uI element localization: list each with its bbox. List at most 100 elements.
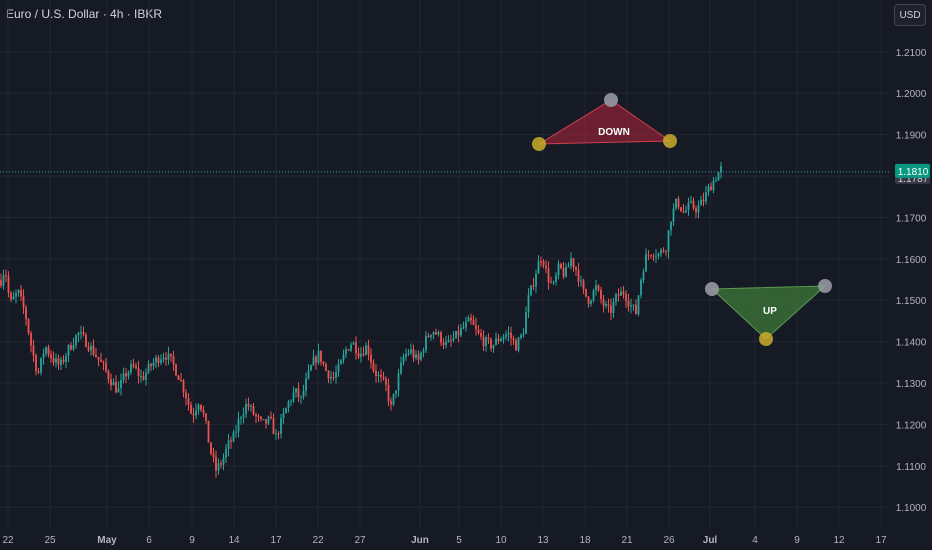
y-tick-label: 1.2000 (896, 89, 927, 100)
candle-body (605, 304, 607, 306)
candle-body (132, 364, 135, 366)
candle-body (495, 338, 497, 345)
candle-body (462, 327, 465, 329)
candle-body (137, 368, 140, 377)
candle-body (197, 404, 200, 411)
candle-body (37, 371, 40, 373)
candle-body (147, 363, 150, 373)
currency-button[interactable]: USD (894, 4, 926, 26)
candle-body (535, 273, 537, 287)
candle-body (345, 349, 347, 355)
candle-body (15, 293, 17, 297)
candle-body (382, 376, 385, 379)
candle-body (195, 410, 197, 416)
y-tick-label: 1.1500 (896, 296, 927, 307)
candle-body (205, 413, 207, 421)
candle-body (425, 335, 427, 351)
last-price-badge (895, 163, 930, 178)
candle-body (57, 358, 60, 365)
candle-body (537, 261, 540, 274)
x-tick-label: 6 (146, 535, 152, 546)
drawings[interactable]: DOWN UP (532, 93, 832, 346)
candle-body (517, 337, 520, 351)
candle-body (32, 345, 35, 356)
candle-body (565, 267, 567, 277)
candle-body (350, 344, 352, 351)
candle-body (107, 371, 110, 380)
up-triangle[interactable]: UP (705, 279, 832, 346)
candle-body (622, 291, 625, 295)
candle-body (695, 208, 697, 213)
candle-body (500, 338, 502, 342)
candle-body (130, 364, 132, 373)
candle-body (660, 250, 662, 254)
candle-body (67, 344, 70, 356)
candle-body (262, 419, 265, 421)
candle-body (122, 373, 125, 381)
anchor-point (532, 137, 546, 151)
y-tick-label: 1.2100 (896, 48, 927, 59)
candle-body (522, 333, 525, 336)
candle-body (240, 417, 242, 419)
candle-body (407, 352, 410, 355)
candle-body (125, 373, 127, 377)
candle-body (217, 463, 220, 471)
candle-body (357, 353, 360, 357)
candle-body (135, 365, 137, 369)
candle-body (552, 281, 555, 283)
candle-body (400, 362, 402, 374)
candle-body (555, 275, 557, 282)
candle-body (155, 357, 157, 363)
candle-body (530, 285, 532, 296)
down-triangle-shape (537, 99, 672, 145)
candle-body (145, 372, 147, 380)
candle-body (625, 294, 627, 302)
candle-body (85, 334, 87, 347)
candle-body (255, 414, 257, 417)
candle-body (322, 362, 325, 365)
candle-body (280, 418, 282, 434)
candle-body (252, 405, 255, 415)
candle-body (482, 336, 485, 347)
candle-body (210, 442, 212, 454)
candle-body (362, 353, 365, 356)
candle-body (560, 263, 562, 269)
candle-body (330, 376, 332, 379)
candle-body (692, 200, 695, 209)
candle-body (80, 332, 82, 334)
candle-body (447, 340, 450, 342)
candle-body (435, 332, 437, 335)
candle-body (610, 305, 612, 314)
candle-body (97, 356, 100, 360)
candle-body (715, 180, 717, 182)
candle-body (117, 388, 120, 393)
candle-body (685, 210, 687, 213)
down-triangle[interactable]: DOWN (532, 93, 677, 151)
x-tick-label: 13 (537, 535, 549, 546)
candle-body (567, 265, 570, 268)
candle-body (282, 413, 285, 419)
candle-body (92, 345, 95, 355)
candle-body (635, 304, 637, 315)
candle-body (457, 330, 460, 336)
candle-body (687, 202, 690, 211)
candle-body (200, 404, 202, 411)
candle-body (60, 359, 62, 365)
x-tick-label: 4 (752, 535, 758, 546)
candle-body (102, 361, 105, 364)
candle-body (332, 376, 335, 378)
candle-body (390, 401, 392, 405)
candle-body (105, 363, 107, 372)
candle-body (140, 376, 142, 378)
candle-body (480, 333, 482, 337)
candle-body (87, 346, 90, 351)
candle-body (315, 356, 317, 363)
candle-body (477, 329, 480, 334)
candle-body (550, 282, 552, 284)
candle-body (55, 358, 57, 363)
candle-body (22, 296, 25, 308)
x-tick-label: Jul (703, 535, 718, 546)
candle-body (682, 211, 685, 213)
candle-body (337, 364, 340, 373)
